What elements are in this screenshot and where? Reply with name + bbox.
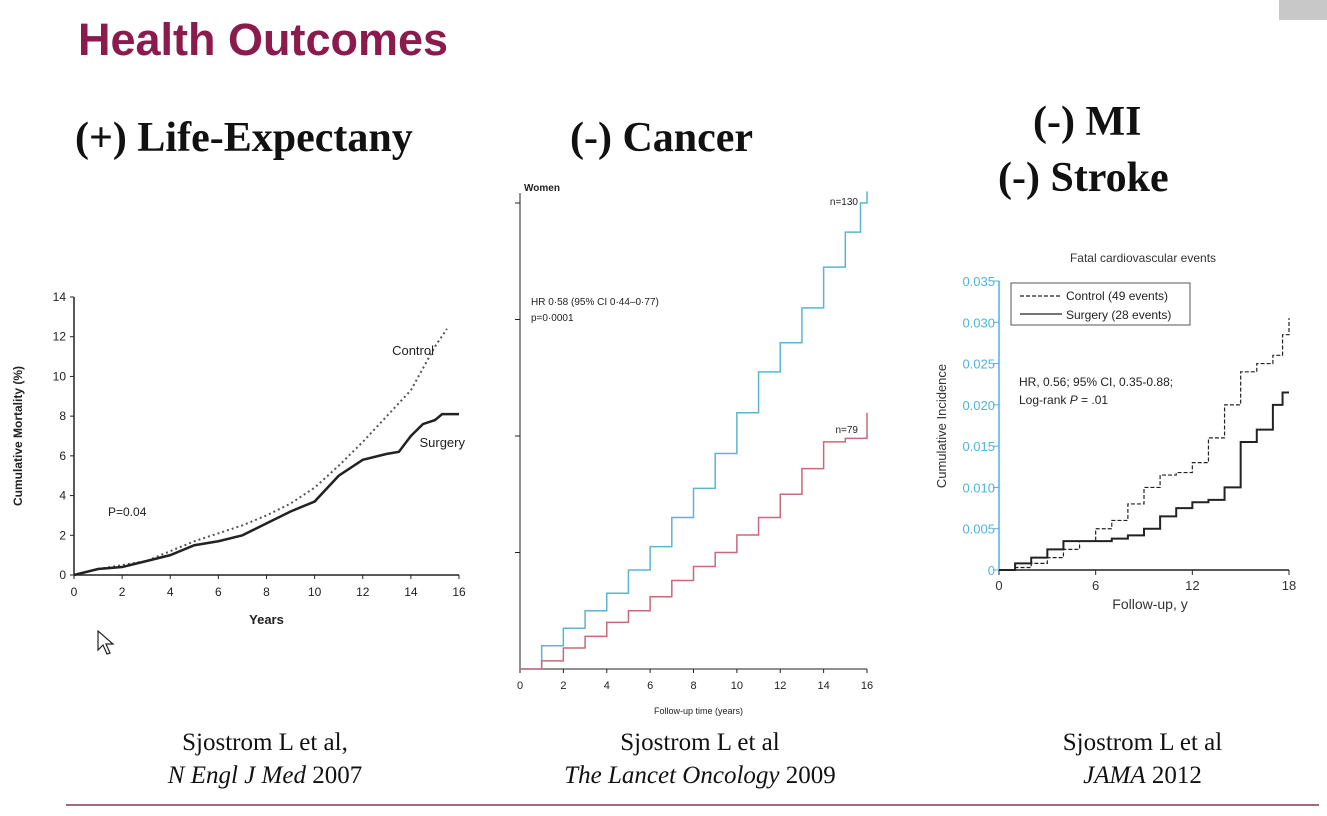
citation-1-year: 2007 bbox=[305, 762, 363, 789]
chart1-y-tick-label: 14 bbox=[53, 290, 67, 304]
chart3-y-tick-label: 0.005 bbox=[962, 522, 995, 537]
citation-1-authors: Sjostrom L et al, bbox=[182, 729, 348, 756]
chart3-logrank-p: P bbox=[1070, 393, 1078, 407]
chart1-x-tick-label: 16 bbox=[452, 585, 466, 599]
citation-3-year: 2012 bbox=[1145, 762, 1202, 789]
chart1-y-tick-label: 2 bbox=[59, 528, 66, 542]
heading-cancer: (-) Cancer bbox=[570, 115, 754, 161]
citation-2-source: The Lancet Oncology 2009 bbox=[545, 759, 855, 792]
chart3-y-tick-label: 0.020 bbox=[962, 398, 995, 413]
chart1-p-value: P=0.04 bbox=[108, 505, 147, 519]
chart1-x-tick-label: 6 bbox=[215, 585, 222, 599]
chart1-surgery-label: Surgery bbox=[419, 435, 465, 450]
heading-stroke: (-) Stroke bbox=[998, 155, 1169, 201]
chart1-x-tick-label: 8 bbox=[263, 585, 270, 599]
chart1-y-axis-label: Cumulative Mortality (%) bbox=[11, 366, 25, 506]
chart3-y-axis-label: Cumulative Incidence bbox=[934, 364, 949, 488]
chart1-x-tick-label: 10 bbox=[308, 585, 322, 599]
chart3-y-tick-label: 0.035 bbox=[962, 274, 995, 289]
chart1-x-tick-label: 12 bbox=[356, 585, 370, 599]
chart1-y-tick-label: 8 bbox=[59, 409, 66, 423]
heading-mi: (-) MI bbox=[1033, 99, 1142, 145]
corner-tab bbox=[1279, 0, 1327, 20]
chart2-x-tick-label: 4 bbox=[604, 680, 610, 692]
chart2-x-tick-label: 14 bbox=[818, 680, 830, 692]
mouse-cursor-icon bbox=[97, 630, 115, 655]
chart3-control-line bbox=[999, 318, 1290, 571]
citation-1-source: N Engl J Med 2007 bbox=[120, 759, 410, 792]
citation-3-source: JAMA 2012 bbox=[1010, 759, 1275, 792]
chart1-y-tick-label: 0 bbox=[59, 568, 66, 582]
chart2-x-tick-label: 2 bbox=[560, 680, 566, 692]
slide-title: Health Outcomes bbox=[78, 14, 449, 65]
citation-1: Sjostrom L et al, N Engl J Med 2007 bbox=[120, 726, 410, 792]
chart3-hr-annotation: HR, 0.56; 95% CI, 0.35-0.88; bbox=[1019, 375, 1173, 389]
citation-2-journal: The Lancet Oncology bbox=[564, 762, 780, 789]
chart3-y-tick-label: 0.025 bbox=[962, 357, 995, 372]
citation-3: Sjostrom L et al JAMA 2012 bbox=[1010, 726, 1275, 792]
chart3-surgery-line bbox=[999, 391, 1289, 571]
chart1-x-axis-label: Years bbox=[249, 612, 284, 627]
chart3-title: Fatal cardiovascular events bbox=[1070, 251, 1216, 265]
chart2-x-tick-label: 10 bbox=[731, 680, 743, 692]
chart3-legend-box bbox=[1010, 282, 1191, 326]
chart3-x-tick-label: 12 bbox=[1185, 578, 1199, 593]
chart1-x-tick-label: 4 bbox=[167, 585, 174, 599]
chart2-series-1-end-label: n=130 bbox=[830, 197, 859, 208]
chart2-p-value: p=0·0001 bbox=[531, 313, 574, 324]
chart3-y-tick-label: 0 bbox=[988, 563, 995, 578]
chart1-y-tick-label: 12 bbox=[53, 330, 67, 344]
chart1-y-tick-label: 4 bbox=[59, 489, 66, 503]
chart1-x-tick-label: 0 bbox=[71, 585, 78, 599]
chart1-surgery-line bbox=[73, 412, 459, 577]
citation-3-authors: Sjostrom L et al bbox=[1062, 729, 1223, 756]
chart3-logrank-prefix: Log-rank bbox=[1019, 393, 1070, 407]
chart2-series-2-end-label: n=79 bbox=[835, 425, 858, 436]
chart3-x-tick-label: 18 bbox=[1282, 578, 1296, 593]
chart3-y-tick-label: 0.030 bbox=[962, 315, 995, 330]
chart2-title: Women bbox=[524, 183, 560, 194]
chart3-x-axis-label: Follow-up, y bbox=[1112, 596, 1187, 612]
chart2-series-1-line bbox=[520, 191, 868, 670]
chart2-x-tick-label: 12 bbox=[774, 680, 786, 692]
chart2-x-tick-label: 6 bbox=[647, 680, 653, 692]
chart3-x-tick-label: 0 bbox=[995, 578, 1002, 593]
chart3-x-tick-label: 6 bbox=[1092, 578, 1099, 593]
chart1-x-tick-label: 2 bbox=[119, 585, 126, 599]
citation-2-authors: Sjostrom L et al bbox=[620, 729, 780, 756]
chart2-x-tick-label: 16 bbox=[861, 680, 873, 692]
chart1-y-tick-label: 6 bbox=[59, 449, 66, 463]
chart3-y-tick-label: 0.010 bbox=[962, 480, 995, 495]
chart1-y-tick-label: 10 bbox=[53, 369, 67, 383]
citation-2: Sjostrom L et al The Lancet Oncology 200… bbox=[545, 726, 855, 792]
citation-3-journal: JAMA bbox=[1083, 762, 1146, 789]
chart1-control-label: Control bbox=[392, 343, 434, 358]
chart3-logrank-value: = .01 bbox=[1078, 393, 1109, 407]
chart2-hr-annotation: HR 0·58 (95% CI 0·44–0·77) bbox=[531, 297, 659, 308]
chart2-x-axis-label: Follow-up time (years) bbox=[654, 706, 743, 716]
chart2-series-2-line bbox=[520, 412, 868, 670]
bottom-divider bbox=[66, 804, 1319, 806]
chart2-x-tick-label: 0 bbox=[517, 680, 523, 692]
citation-2-year: 2009 bbox=[779, 762, 836, 789]
chart3-logrank-annotation: Log-rank P = .01 bbox=[1019, 393, 1108, 407]
chart1-control-line bbox=[73, 328, 448, 576]
citation-1-journal: N Engl J Med bbox=[167, 762, 306, 789]
heading-life-expectancy: (+) Life-Expectany bbox=[75, 115, 413, 161]
chart1-x-tick-label: 14 bbox=[404, 585, 418, 599]
chart3-legend-control-label: Control (49 events) bbox=[1066, 289, 1168, 303]
chart2-x-tick-label: 8 bbox=[690, 680, 696, 692]
chart3-y-tick-label: 0.015 bbox=[962, 439, 995, 454]
chart3-legend-surgery-label: Surgery (28 events) bbox=[1066, 308, 1171, 322]
